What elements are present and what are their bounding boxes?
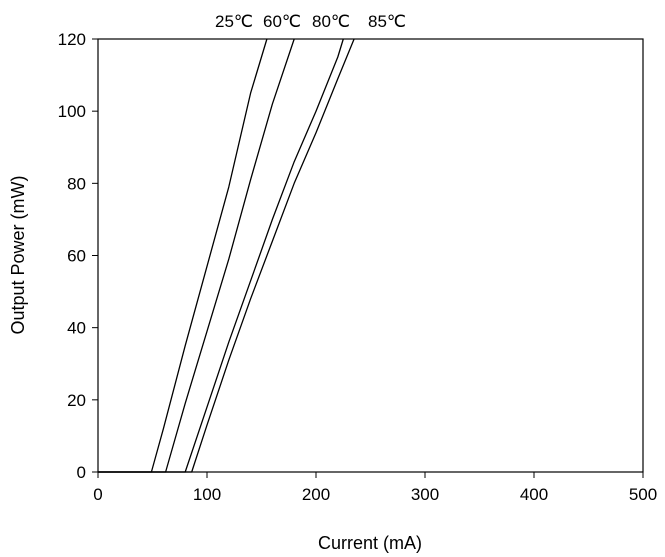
series-top-label: 80℃	[312, 12, 350, 31]
x-tick-label: 400	[520, 485, 548, 504]
x-tick-label: 500	[629, 485, 657, 504]
y-tick-label: 120	[58, 30, 86, 49]
x-tick-label: 100	[193, 485, 221, 504]
x-tick-label: 300	[411, 485, 439, 504]
series-line-3	[98, 38, 344, 473]
series-lines	[98, 38, 355, 473]
y-tick-label: 40	[67, 319, 86, 338]
series-top-labels: 25℃ 60℃ 80℃ 85℃	[215, 12, 406, 31]
plot-area-frame	[97, 38, 644, 473]
series-line-4	[98, 38, 355, 473]
y-tick-label: 80	[67, 174, 86, 193]
y-tick-label: 60	[67, 247, 86, 266]
series-top-label: 85℃	[368, 12, 406, 31]
x-axis-ticks: 0 100 200 300 400 500	[93, 472, 657, 504]
series-top-label: 60℃	[263, 12, 301, 31]
y-tick-label: 20	[67, 391, 86, 410]
series-top-label: 25℃	[215, 12, 253, 31]
y-tick-label: 100	[58, 102, 86, 121]
series-line-2	[98, 38, 295, 473]
y-tick-label: 0	[77, 463, 86, 482]
series-line-1	[98, 38, 268, 473]
x-axis-label: Current (mA)	[318, 533, 422, 553]
y-axis-label: Output Power (mW)	[8, 175, 28, 334]
y-axis-ticks: 0 20 40 60 80 100 120	[58, 30, 98, 482]
x-tick-label: 200	[302, 485, 330, 504]
x-tick-label: 0	[93, 485, 102, 504]
